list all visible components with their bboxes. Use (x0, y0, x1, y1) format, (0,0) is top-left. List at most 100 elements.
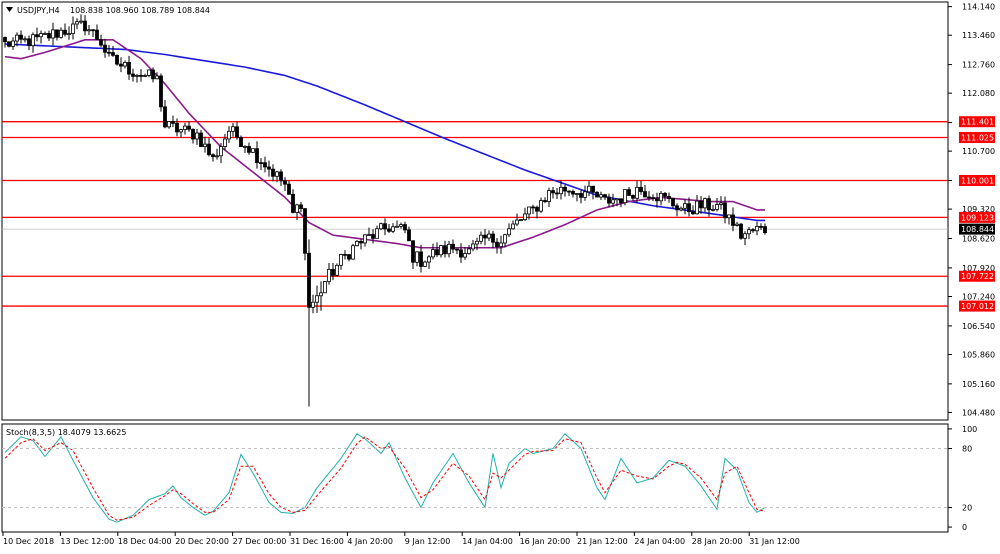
candle-body (155, 75, 159, 80)
candle-body (43, 33, 47, 35)
candle-body (87, 29, 91, 32)
candle-body (743, 233, 747, 239)
candle-body (471, 243, 475, 250)
candle-body (395, 225, 399, 228)
candle-body (135, 74, 139, 77)
candle-body (531, 206, 535, 209)
candle-body (635, 186, 639, 199)
candle-body (455, 248, 459, 251)
y-tick-label: 107.920 (962, 264, 995, 273)
candle-body (27, 38, 31, 47)
level-label-bg (959, 300, 995, 312)
candle-body (479, 234, 483, 242)
candle-body (63, 29, 67, 35)
time-axis[interactable]: 10 Dec 2018 13 Dec 12:00 18 Dec 04:00 20 De… (2, 532, 800, 546)
x-tick-label: 18 Dec 04:00 (118, 537, 172, 546)
candle-body (547, 190, 551, 202)
candle-body (55, 29, 59, 38)
candle-body (387, 228, 391, 232)
candle-body (323, 281, 327, 294)
candle-body (627, 189, 631, 196)
candle-body (371, 234, 375, 239)
candle-body (131, 73, 135, 77)
x-tick-label: 31 Dec 16:00 (290, 537, 344, 546)
candle-body (683, 203, 687, 209)
candle-body (271, 168, 275, 177)
candle-body (383, 223, 387, 230)
candle-body (351, 245, 355, 260)
candle-body (123, 62, 127, 67)
candle-body (487, 233, 491, 239)
candle-body (431, 249, 435, 258)
y-tick-label: 110.700 (962, 147, 995, 156)
candle-body (523, 213, 527, 220)
candle-body (339, 253, 343, 266)
x-tick-label: 28 Jan 20:00 (692, 537, 743, 546)
candle-body (715, 204, 719, 210)
candle-body (687, 203, 691, 213)
candle-body (207, 143, 211, 156)
candle-body (287, 183, 291, 195)
candle-body (659, 192, 663, 202)
candle-body (171, 121, 175, 124)
candle-body (259, 162, 263, 165)
candle-body (747, 229, 751, 235)
candle-body (227, 130, 231, 140)
y-tick-label: 108.620 (962, 235, 995, 244)
level-label-bg (959, 270, 995, 282)
candle-body (643, 191, 647, 198)
candle-body (587, 185, 591, 193)
candle-body (519, 219, 523, 221)
candle-body (379, 223, 383, 230)
candle-body (551, 190, 555, 194)
y-tick-label: 112.760 (962, 61, 995, 70)
candle-body (639, 186, 643, 193)
candle-body (755, 226, 759, 232)
level-price-labels: 111.401 111.025 110.001 109.123 107.722 107.0… (959, 116, 995, 312)
x-tick-label: 13 Dec 12:00 (60, 537, 114, 546)
candle-body (655, 198, 659, 202)
candle-body (307, 252, 311, 308)
horizontal-levels[interactable] (2, 121, 948, 307)
candle-body (39, 33, 43, 38)
candle-body (175, 122, 179, 133)
candle-body (167, 121, 171, 128)
moving-averages (4, 39, 765, 249)
candle-body (599, 194, 603, 198)
candle-body (99, 39, 103, 46)
candle-body (619, 198, 623, 204)
candle-body (511, 223, 515, 230)
candle-body (359, 240, 363, 244)
candle-body (607, 196, 611, 204)
candle-body (515, 219, 519, 225)
candle-body (315, 295, 319, 303)
candle-body (187, 125, 191, 130)
stoch-tick-label: 80 (962, 445, 972, 454)
candle-body (615, 198, 619, 201)
candle-body (95, 29, 99, 41)
candle-body (231, 126, 235, 132)
dropdown-arrow-icon[interactable] (6, 7, 13, 12)
candle-body (719, 202, 723, 205)
candle-body (263, 162, 267, 168)
candle-body (35, 34, 39, 38)
candle-body (495, 241, 499, 248)
candle-body (731, 214, 735, 226)
candle-body (179, 129, 183, 133)
candle-body (739, 223, 743, 239)
candle-body (19, 34, 23, 40)
candle-body (67, 33, 71, 35)
level-label: 111.025 (961, 133, 994, 142)
stoch-pane (1, 423, 949, 533)
candle-body (195, 132, 199, 140)
candle-body (459, 249, 463, 258)
candle-body (239, 137, 243, 147)
candle-body (727, 214, 731, 219)
candle-body (235, 126, 239, 138)
candle-body (79, 20, 83, 23)
candle-body (571, 191, 575, 195)
stoch-axis: 100 80 20 0 (2, 425, 977, 532)
candle-body (75, 21, 79, 25)
